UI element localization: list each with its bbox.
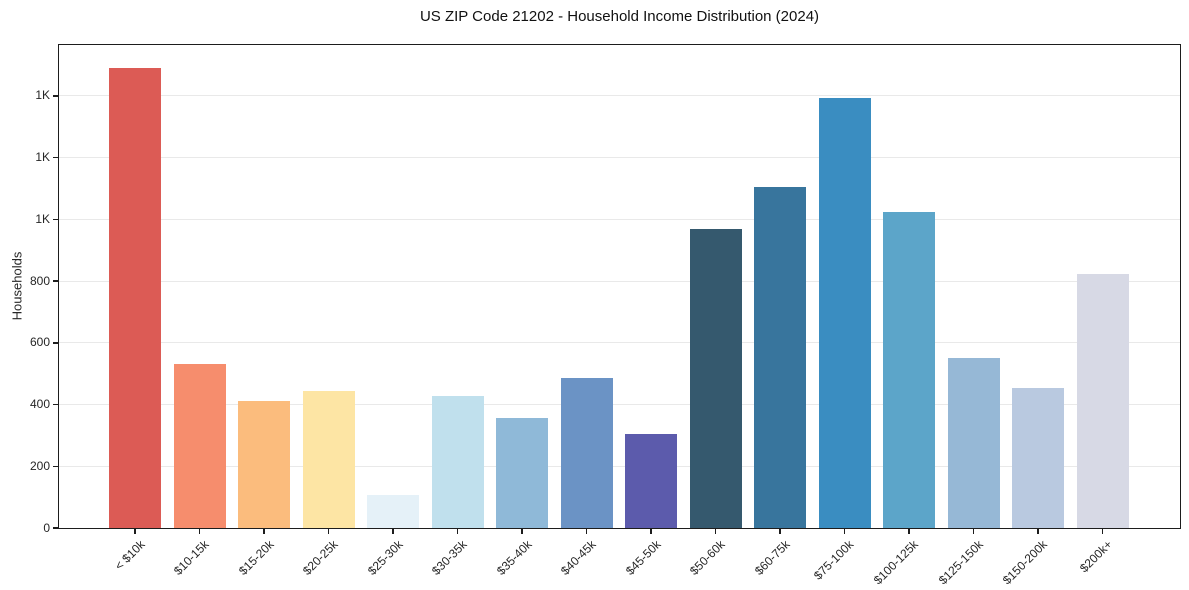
y-tick-label: 400 (29, 397, 50, 412)
bar (1012, 387, 1064, 528)
bar (818, 98, 871, 528)
x-tick-label: $30-35k (429, 537, 470, 578)
chart-title: US ZIP Code 21202 - Household Income Dis… (419, 8, 820, 25)
x-tick-mark (521, 528, 523, 534)
y-tick-mark (53, 218, 59, 221)
y-tick-mark (53, 280, 59, 282)
x-tick-label: $125-150k (935, 537, 986, 588)
bar (173, 363, 226, 528)
x-tick-label: $75-100k (811, 537, 857, 583)
y-tick-mark (53, 342, 59, 344)
x-tick-label: $45-50k (622, 537, 664, 578)
y-tick-label: 800 (29, 273, 50, 288)
y-tick-label: 1K (35, 88, 50, 103)
gridline (59, 218, 1180, 220)
gridline (59, 95, 1180, 97)
x-tick-mark (908, 528, 910, 534)
x-tick-label: $20-25k (300, 537, 341, 578)
x-tick-label: $100-125k (871, 537, 922, 588)
x-tick-mark (263, 528, 265, 534)
y-tick-label: 600 (29, 335, 50, 350)
x-tick-mark (972, 528, 975, 534)
y-tick-label: 0 (43, 520, 50, 535)
y-tick-label: 1K (35, 150, 50, 165)
x-tick-mark (650, 528, 652, 534)
x-tick-label: < $10k (111, 537, 148, 573)
x-tick-mark (779, 528, 781, 534)
x-tick-label: $50-60k (687, 537, 728, 578)
bar (689, 229, 742, 528)
bar (947, 358, 1000, 528)
y-tick-mark (53, 95, 59, 97)
x-tick-label: $10-15k (171, 537, 212, 578)
x-tick-mark (843, 528, 846, 534)
bar (625, 433, 677, 528)
y-tick-mark (53, 527, 59, 529)
bar (302, 390, 355, 528)
y-tick-label: 1K (35, 211, 50, 226)
gridline (59, 404, 1180, 406)
bar (109, 68, 161, 528)
x-tick-mark (1101, 528, 1104, 534)
bar (754, 186, 806, 528)
x-tick-label: $35-40k (493, 537, 535, 578)
bar (496, 418, 548, 528)
y-tick-mark (53, 465, 59, 468)
bar (431, 395, 484, 528)
y-tick-mark (53, 403, 59, 406)
x-tick-mark (456, 528, 459, 534)
bar (238, 401, 290, 528)
x-tick-mark (714, 528, 717, 534)
y-tick-label: 200 (29, 458, 50, 473)
x-tick-mark (585, 528, 588, 534)
x-tick-label: $25-30k (364, 537, 406, 578)
gridline (59, 465, 1180, 467)
x-tick-label: $200k+ (1076, 537, 1115, 576)
y-tick-mark (53, 156, 59, 159)
gridline (59, 280, 1180, 282)
bar (883, 211, 935, 528)
x-tick-mark (198, 528, 201, 534)
bar (560, 378, 613, 528)
x-tick-mark (392, 528, 394, 534)
bar (1076, 274, 1129, 528)
x-tick-label: $60-75k (751, 537, 793, 578)
x-tick-mark (134, 528, 136, 534)
bar (367, 494, 419, 528)
x-tick-mark (327, 528, 330, 534)
plot-area (58, 44, 1181, 529)
x-tick-mark (1037, 528, 1039, 534)
gridline (59, 342, 1180, 344)
x-tick-label: $40-45k (558, 537, 599, 578)
gridline (59, 157, 1180, 159)
x-tick-label: $15-20k (235, 537, 277, 578)
x-tick-label: $150-200k (1000, 537, 1051, 588)
